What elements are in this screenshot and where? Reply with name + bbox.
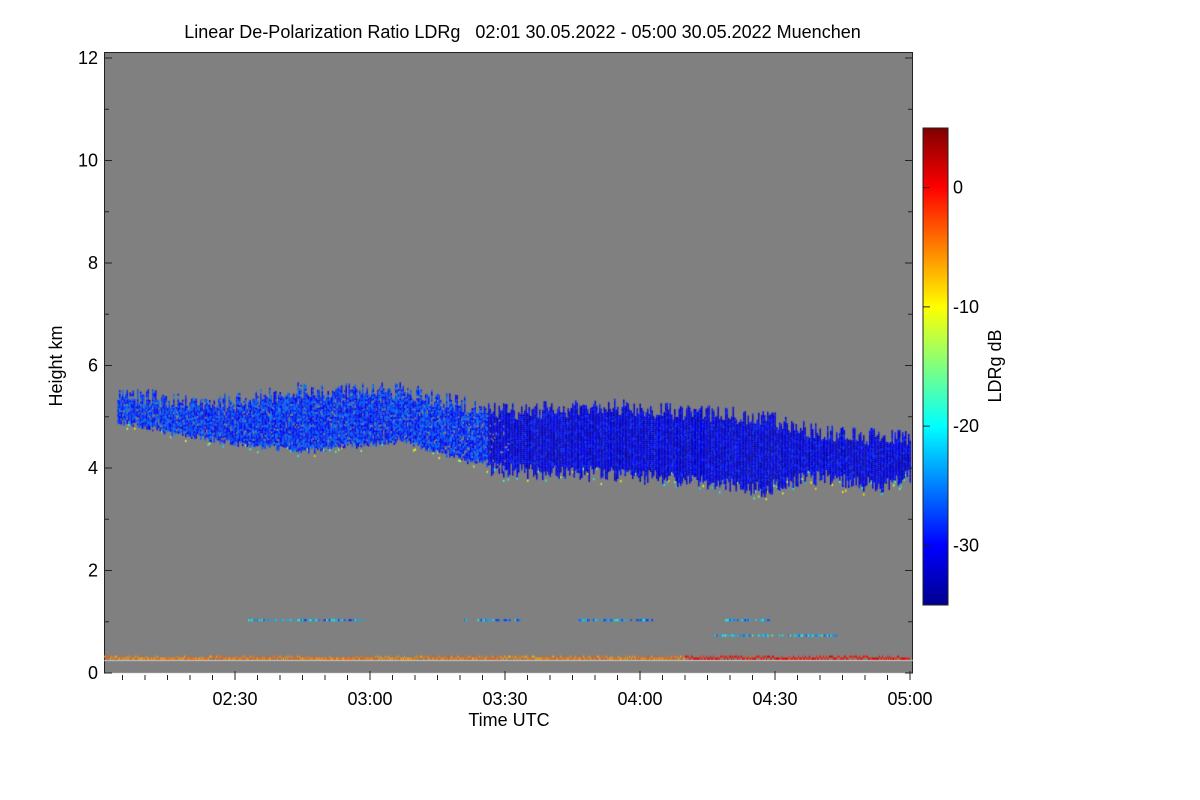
x-tick-label: 04:00 — [617, 689, 662, 709]
x-tick-label: 02:30 — [212, 689, 257, 709]
y-axis-label: Height km — [46, 325, 66, 406]
x-tick-label: 04:30 — [752, 689, 797, 709]
y-tick-label: 8 — [88, 253, 98, 273]
y-tick-label: 4 — [88, 458, 98, 478]
colorbar-tick-label: -30 — [953, 535, 979, 555]
y-tick-label: 12 — [78, 48, 98, 68]
colorbar-tick-label: -20 — [953, 416, 979, 436]
x-axis-label: Time UTC — [468, 710, 549, 730]
x-tick-label: 05:00 — [887, 689, 932, 709]
x-tick-label: 03:00 — [347, 689, 392, 709]
chart-title: Linear De-Polarization Ratio LDRg 02:01 … — [184, 22, 861, 42]
y-tick-label: 10 — [78, 151, 98, 171]
x-tick-label: 03:30 — [482, 689, 527, 709]
y-tick-label: 6 — [88, 356, 98, 376]
y-tick-label: 2 — [88, 561, 98, 581]
colorbar — [922, 127, 949, 606]
colorbar-tick-label: 0 — [953, 178, 963, 198]
colorbar-label: LDRg dB — [985, 329, 1005, 402]
colorbar-tick-label: -10 — [953, 297, 979, 317]
ldr-heatmap — [104, 52, 913, 680]
y-tick-label: 0 — [88, 663, 98, 683]
